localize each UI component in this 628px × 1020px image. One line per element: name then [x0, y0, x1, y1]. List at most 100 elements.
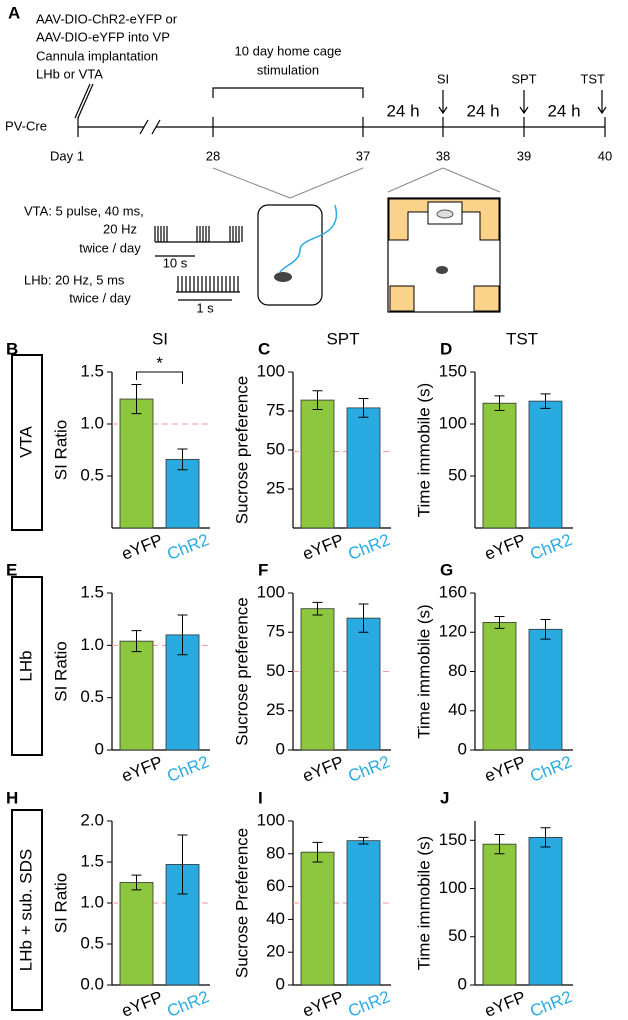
- y-tick-label: 25: [266, 700, 285, 719]
- y-tick-label: 120: [439, 622, 467, 641]
- y-tick-label: 75: [266, 400, 285, 419]
- y-tick-label: 50: [448, 926, 467, 945]
- bar: [528, 400, 563, 529]
- y-tick-label: 50: [448, 465, 467, 484]
- stim-text: 10 day home cage: [235, 43, 342, 58]
- error-bar: [312, 390, 323, 410]
- bar: [300, 399, 335, 529]
- y-tick-label: 1.0: [80, 413, 104, 432]
- break: [139, 119, 161, 135]
- y-tick-label: 150: [439, 830, 467, 849]
- y-tick-label: 100: [257, 810, 285, 829]
- y-tick-label: 0: [95, 739, 104, 758]
- day: 37: [356, 148, 370, 163]
- error-bar: [312, 601, 323, 616]
- x-tick-label: ChR2: [345, 530, 392, 564]
- row-label: VTA: [16, 425, 35, 457]
- y-tick-label: 0: [458, 974, 467, 993]
- chart-title: SI: [152, 329, 168, 348]
- error-bar: [358, 398, 369, 418]
- y-axis-label: SI Ratio: [51, 420, 70, 480]
- arena: [387, 197, 501, 313]
- protocol: twice / day: [79, 240, 141, 255]
- test-label: SI: [437, 71, 449, 86]
- row-box: [11, 354, 43, 531]
- error-bar: [177, 834, 188, 895]
- error-bar: [494, 616, 505, 629]
- bracket: [212, 87, 364, 98]
- interval: 24 h: [466, 101, 499, 120]
- y-tick-label: 150: [439, 361, 467, 380]
- error-bar: [358, 603, 369, 633]
- panel-letter: D: [440, 339, 452, 358]
- mouse: [436, 266, 448, 274]
- test-label: TST: [580, 71, 605, 86]
- fiber: [279, 204, 338, 273]
- y-tick-label: 0.0: [80, 974, 104, 993]
- error-bar: [358, 836, 369, 845]
- interval: 24 h: [386, 101, 419, 120]
- error-bar: [494, 395, 505, 411]
- y-axis-label: SI Ratio: [51, 873, 70, 933]
- x-tick-label: eYFP: [300, 752, 347, 786]
- bar: [528, 628, 563, 751]
- x-tick-label: ChR2: [164, 987, 211, 1020]
- corner-zone: [389, 285, 415, 312]
- y-axis-label: Time immobile (s): [414, 836, 433, 970]
- significance-bracket: [136, 371, 183, 384]
- significance: *: [156, 353, 163, 372]
- x-tick-label: ChR2: [527, 530, 574, 564]
- day: 40: [598, 148, 612, 163]
- error-bar: [312, 841, 323, 863]
- row-label: LHb + sub. SDS: [16, 849, 35, 971]
- bar: [482, 402, 517, 529]
- bar: [165, 458, 200, 529]
- y-tick-label: 2.0: [80, 810, 104, 829]
- day: 28: [206, 148, 220, 163]
- bar: [346, 840, 381, 986]
- injection-text: AAV-DIO-eYFP into VP: [36, 29, 170, 44]
- bar: [346, 407, 381, 529]
- error-bar: [540, 618, 551, 640]
- x-tick-label: eYFP: [482, 752, 529, 786]
- bar: [119, 398, 154, 529]
- y-tick-label: 160: [439, 582, 467, 601]
- protocol: LHb: 20 Hz, 5 ms: [24, 272, 125, 287]
- x-tick-label: ChR2: [164, 530, 211, 564]
- error-bar: [131, 630, 142, 653]
- row-label: LHb: [16, 650, 35, 681]
- day: 39: [517, 148, 531, 163]
- injection-text: AAV-DIO-ChR2-eYFP or: [36, 11, 178, 26]
- bar: [300, 608, 335, 751]
- panel-letter: A: [8, 3, 20, 22]
- y-tick-label: 50: [266, 439, 285, 458]
- zoom-lines: [212, 167, 501, 199]
- error-bar: [540, 393, 551, 409]
- panel-letter: I: [258, 788, 263, 807]
- x-tick-label: eYFP: [119, 530, 166, 564]
- home-cage: [257, 204, 323, 306]
- error-bar: [177, 448, 188, 471]
- corner-zone: [473, 285, 500, 312]
- y-tick-label: 1.5: [80, 582, 104, 601]
- panel-letter: C: [258, 339, 270, 358]
- bar: [119, 882, 154, 986]
- bar: [528, 837, 563, 986]
- day: Day 1: [50, 148, 84, 163]
- error-bar: [494, 834, 505, 855]
- bar: [300, 851, 335, 986]
- y-tick-label: 0.5: [80, 687, 104, 706]
- injection-text: LHb or VTA: [36, 66, 103, 81]
- pulse-train: [154, 226, 243, 243]
- chart-title: TST: [506, 329, 538, 348]
- x-tick-label: ChR2: [527, 987, 574, 1020]
- y-tick-label: 60: [266, 876, 285, 895]
- day-ticks: [77, 117, 606, 137]
- arrows: [438, 90, 607, 115]
- panel-letter: E: [6, 560, 17, 579]
- mouse: [274, 272, 292, 282]
- y-tick-label: 0: [458, 739, 467, 758]
- y-tick-label: 0: [276, 739, 285, 758]
- pulse-train: [176, 276, 240, 293]
